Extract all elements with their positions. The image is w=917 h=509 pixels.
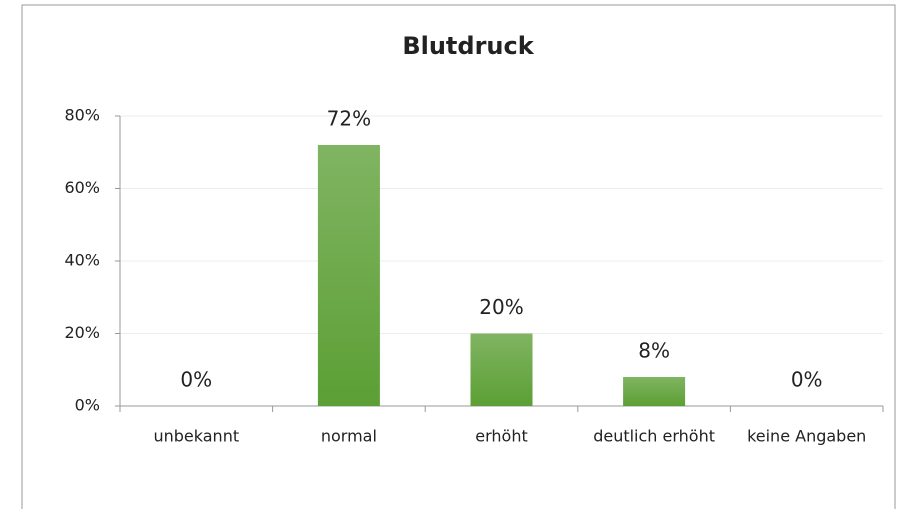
- bar-shine: [470, 333, 533, 406]
- x-tick-label: normal: [321, 427, 377, 446]
- data-label: 20%: [479, 295, 523, 319]
- bar-shine: [623, 377, 686, 406]
- y-tick-label: 40%: [64, 251, 100, 270]
- y-tick-label: 0%: [75, 396, 100, 415]
- y-tick-label: 80%: [64, 106, 100, 125]
- x-tick-label: deutlich erhöht: [593, 427, 715, 446]
- x-tick-label: unbekannt: [153, 427, 239, 446]
- data-label: 8%: [638, 339, 670, 363]
- bar-shine: [317, 145, 380, 406]
- x-tick-label: keine Angaben: [747, 427, 866, 446]
- chart-title: Blutdruck: [402, 32, 534, 60]
- chart-frame: [21, 4, 896, 509]
- data-label: 0%: [791, 368, 823, 392]
- x-tick-label: erhöht: [475, 427, 527, 446]
- y-tick-label: 60%: [64, 178, 100, 197]
- data-label: 0%: [180, 368, 212, 392]
- data-label: 72%: [327, 107, 371, 131]
- y-tick-label: 20%: [64, 323, 100, 342]
